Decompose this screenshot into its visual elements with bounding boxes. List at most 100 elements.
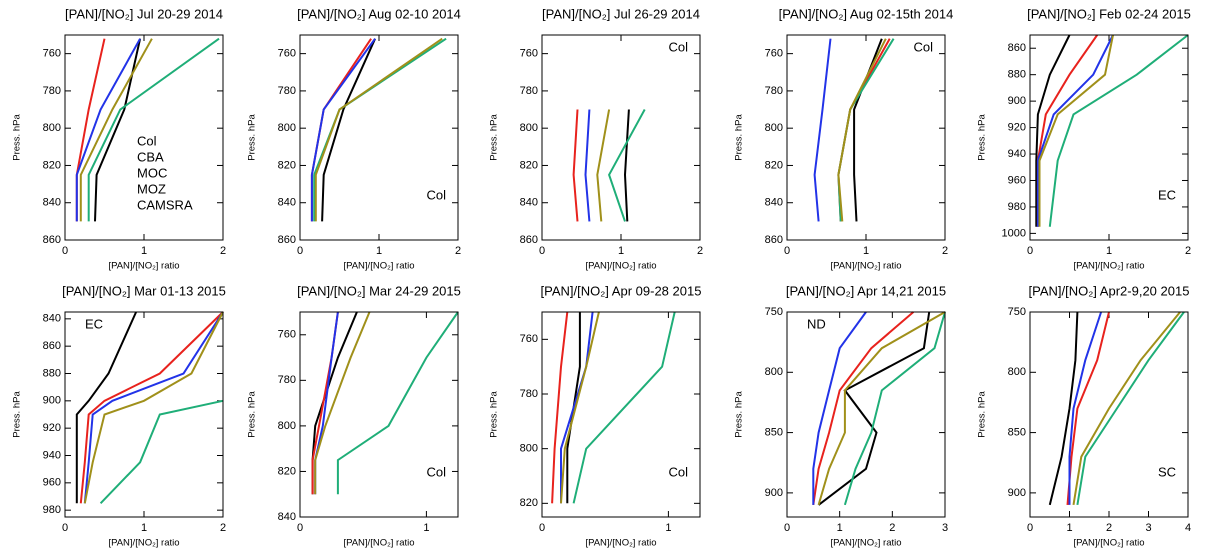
y-tick-label: 800 — [520, 122, 538, 134]
y-tick-label: 840 — [278, 197, 296, 209]
series-line — [1076, 311, 1185, 506]
annotation: Col — [426, 464, 446, 479]
y-tick-label: 800 — [765, 366, 783, 378]
series-line — [1068, 311, 1103, 505]
x-tick-label: 4 — [1185, 522, 1191, 534]
x-axis-label: [PAN]/[NO₂] ratio — [1073, 538, 1144, 549]
y-tick-label: 960 — [1008, 174, 1026, 186]
plot-frame — [299, 34, 459, 241]
y-axis-label: Press. hPa — [247, 114, 258, 161]
y-tick-label: 840 — [43, 197, 61, 209]
series-line — [314, 311, 371, 495]
x-tick-label: 2 — [220, 245, 226, 257]
x-tick-label: 1 — [837, 522, 843, 534]
y-tick-label: 860 — [520, 234, 538, 246]
x-axis-label: [PAN]/[NO₂] ratio — [830, 538, 901, 549]
y-axis-label: Press. hPa — [734, 391, 745, 438]
annotation: SC — [1158, 464, 1176, 479]
legend-entry: MOC — [137, 165, 167, 180]
y-tick-label: 800 — [765, 122, 783, 134]
series-line — [1048, 34, 1189, 227]
y-tick-label: 820 — [520, 497, 538, 509]
series-line — [79, 311, 224, 504]
y-tick-label: 900 — [43, 395, 61, 407]
x-axis-label: [PAN]/[NO₂] ratio — [108, 538, 179, 549]
y-axis-label: Press. hPa — [977, 391, 988, 438]
y-axis-label: Press. hPa — [12, 114, 23, 161]
y-tick-label: 840 — [520, 197, 538, 209]
panel: [PAN]/[NO₂] Jul 20-29 2014 Press. hPa [PAN… — [12, 6, 227, 271]
y-tick-label: 780 — [520, 85, 538, 97]
y-tick-label: 920 — [1008, 121, 1026, 133]
annotation: Col — [426, 187, 446, 202]
y-tick-label: 800 — [278, 420, 296, 432]
series-line — [1035, 34, 1071, 227]
y-axis-label: Press. hPa — [489, 114, 500, 161]
y-tick-label: 780 — [520, 388, 538, 400]
x-axis-label: [PAN]/[NO₂] ratio — [108, 261, 179, 272]
y-tick-label: 780 — [278, 374, 296, 386]
y-tick-label: 840 — [765, 197, 783, 209]
y-tick-label: 820 — [43, 159, 61, 171]
x-tick-label: 0 — [62, 245, 68, 257]
annotation: EC — [85, 316, 103, 331]
y-tick-label: 750 — [765, 306, 783, 318]
x-tick-label: 1 — [423, 522, 429, 534]
panel: [PAN]/[NO₂] Aug 02-15th 2014 Press. hPa [P… — [734, 6, 954, 271]
y-tick-label: 840 — [43, 313, 61, 325]
x-tick-label: 1 — [618, 245, 624, 257]
series-line — [83, 311, 224, 504]
x-tick-label: 0 — [539, 245, 545, 257]
x-tick-label: 2 — [455, 245, 461, 257]
series-line — [813, 38, 832, 222]
x-tick-label: 1 — [1066, 522, 1072, 534]
y-tick-label: 780 — [765, 85, 783, 97]
x-tick-label: 2 — [697, 245, 703, 257]
y-tick-label: 800 — [520, 443, 538, 455]
series-line — [1038, 34, 1114, 227]
x-axis-label: [PAN]/[NO₂] ratio — [830, 261, 901, 272]
panel-title: [PAN]/[NO₂] Apr 09-28 2015 — [541, 283, 702, 298]
y-tick-label: 900 — [765, 487, 783, 499]
x-tick-label: 0 — [1027, 245, 1033, 257]
y-tick-label: 860 — [765, 234, 783, 246]
plot-frame — [1029, 311, 1189, 518]
y-tick-label: 860 — [1008, 42, 1026, 54]
series-line — [817, 311, 946, 506]
y-tick-label: 760 — [278, 329, 296, 341]
series-line — [584, 109, 591, 222]
panel: [PAN]/[NO₂] Feb 02-24 2015 Press. hPa [PAN… — [977, 6, 1192, 271]
series-line — [336, 311, 459, 495]
y-tick-label: 900 — [1008, 487, 1026, 499]
x-tick-label: 1 — [863, 245, 869, 257]
x-axis-label: [PAN]/[NO₂] ratio — [585, 538, 656, 549]
panel-title: [PAN]/[NO₂] Apr2-9,20 2015 — [1029, 283, 1190, 298]
x-tick-label: 1 — [1106, 245, 1112, 257]
y-tick-label: 850 — [765, 426, 783, 438]
y-axis-label: Press. hPa — [12, 391, 23, 438]
annotation: Col — [668, 39, 688, 54]
plot-frame — [541, 34, 701, 241]
y-tick-label: 800 — [278, 122, 296, 134]
y-tick-label: 800 — [43, 122, 61, 134]
legend-entry: Col — [137, 133, 157, 148]
y-tick-label: 980 — [1008, 201, 1026, 213]
x-tick-label: 2 — [1106, 522, 1112, 534]
y-tick-label: 880 — [43, 367, 61, 379]
series-line — [623, 109, 630, 222]
y-tick-label: 860 — [43, 234, 61, 246]
y-tick-label: 820 — [278, 159, 296, 171]
x-tick-label: 1 — [141, 522, 147, 534]
x-tick-label: 0 — [62, 522, 68, 534]
x-tick-label: 3 — [942, 522, 948, 534]
y-axis-label: Press. hPa — [247, 391, 258, 438]
panel: [PAN]/[NO₂] Mar 24-29 2015 Press. hPa [PAN… — [247, 283, 461, 548]
y-tick-label: 820 — [765, 159, 783, 171]
series-line — [75, 311, 138, 504]
panel: [PAN]/[NO₂] Mar 01-13 2015 Press. hPa [PAN… — [12, 283, 227, 548]
x-tick-label: 1 — [376, 245, 382, 257]
series-line — [608, 109, 646, 222]
x-tick-label: 0 — [539, 522, 545, 534]
y-tick-label: 1000 — [1002, 227, 1026, 239]
